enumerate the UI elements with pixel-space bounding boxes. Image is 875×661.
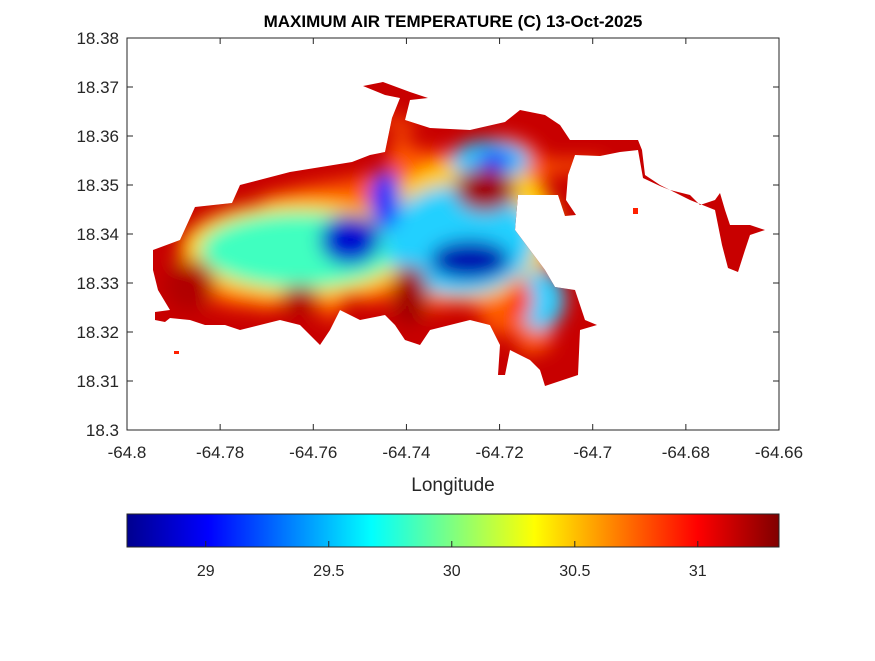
cool-zone — [320, 215, 380, 265]
y-axis: 18.3 18.31 18.32 18.33 18.34 18.35 18.36 18.37 1… — [76, 29, 779, 440]
x-tick-label: -64.76 — [289, 443, 337, 462]
x-tick-label: -64.7 — [573, 443, 612, 462]
x-axis: -64.8 -64.78 -64.76 -64.74 -64.72 -64.7 -64.68… — [108, 38, 803, 462]
cool-zone — [477, 150, 513, 170]
cool-zone — [430, 240, 510, 280]
x-tick-label: -64.74 — [382, 443, 430, 462]
x-tick-label: -64.8 — [108, 443, 147, 462]
colorbar-tick-label: 30.5 — [559, 563, 590, 580]
colorbar — [126, 513, 780, 548]
colorbar-tick-label: 29 — [197, 563, 215, 580]
colorbar-tick-label: 29.5 — [313, 563, 344, 580]
hot-zone — [282, 285, 318, 315]
y-tick-label: 18.38 — [76, 29, 119, 48]
hot-zone — [165, 260, 215, 310]
hot-zone — [392, 265, 428, 325]
x-tick-label: -64.72 — [475, 443, 523, 462]
colorbar-ticks: 29 29.5 30 30.5 31 — [197, 541, 707, 580]
hot-zone — [508, 280, 532, 320]
island-fragment — [174, 351, 179, 354]
temperature-field — [165, 113, 711, 357]
y-tick-label: 18.35 — [76, 176, 119, 195]
colorbar-tick-label: 31 — [689, 563, 707, 580]
map-area — [153, 82, 765, 386]
y-tick-label: 18.37 — [76, 78, 119, 97]
hot-zone — [455, 168, 515, 212]
island-fragment — [633, 208, 638, 214]
y-tick-label: 18.31 — [76, 372, 119, 391]
cool-zone — [370, 170, 400, 230]
colorbar-tick-label: 30 — [443, 563, 461, 580]
x-tick-label: -64.78 — [196, 443, 244, 462]
x-axis-label: Longitude — [411, 475, 494, 496]
y-tick-label: 18.33 — [76, 274, 119, 293]
y-tick-label: 18.3 — [86, 421, 119, 440]
y-tick-label: 18.32 — [76, 323, 119, 342]
x-tick-label: -64.68 — [662, 443, 710, 462]
y-tick-label: 18.36 — [76, 127, 119, 146]
chart-title: MAXIMUM AIR TEMPERATURE (C) 13-Oct-2025 — [264, 12, 643, 31]
x-tick-label: -64.66 — [755, 443, 803, 462]
y-tick-label: 18.34 — [76, 225, 119, 244]
